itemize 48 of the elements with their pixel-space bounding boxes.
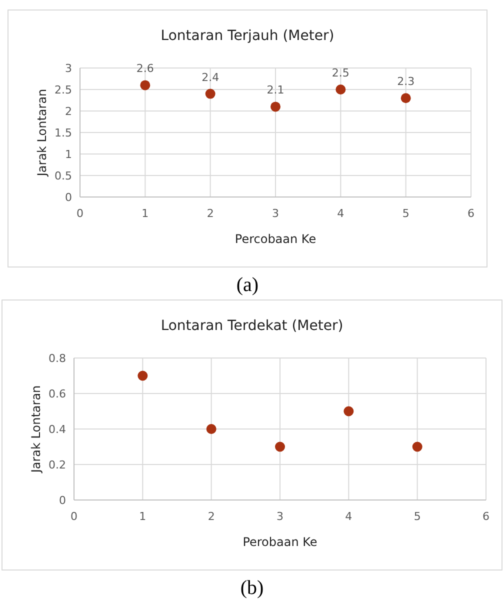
y-tick-label: 2.5 <box>54 84 72 96</box>
x-tick-label: 6 <box>468 207 474 220</box>
text: (b) <box>240 577 264 599</box>
x-tick-label: 6 <box>482 510 490 523</box>
x-tick-label: 1 <box>139 510 146 523</box>
point <box>270 102 280 112</box>
y-tick-label: 0.4 <box>48 423 66 436</box>
y-tick-label: 0.8 <box>48 352 66 365</box>
x-tick-label: 2 <box>206 207 214 220</box>
point <box>275 442 285 452</box>
x-tick-label: 1 <box>142 207 149 220</box>
point <box>344 406 354 416</box>
y-tick-label: 0.5 <box>54 170 72 182</box>
point <box>205 88 216 99</box>
x-tick-label: 5 <box>414 510 421 523</box>
chart-title: Lontaran Terjauh (Meter) <box>160 28 334 44</box>
data-label: 2.6 <box>136 62 154 76</box>
data-label: 2.3 <box>397 75 415 88</box>
x-axis-title: Perobaan Ke <box>242 535 318 549</box>
data-label: 2.5 <box>332 66 350 80</box>
y-tick-label: 1.5 <box>54 126 72 140</box>
x-tick-label: 5 <box>402 207 410 220</box>
x-axis-title: Percobaan Ke <box>234 232 316 246</box>
y-tick-label: 1 <box>65 148 72 161</box>
point <box>140 80 150 90</box>
text: (a) <box>236 274 259 296</box>
x-tick-label: 3 <box>272 207 279 220</box>
point <box>400 93 411 104</box>
x-tick-label: 4 <box>337 207 344 220</box>
chart-title: Lontaran Terdekat (Meter) <box>160 318 344 334</box>
y-tick-label: 2 <box>65 105 72 118</box>
x-tick-label: 0 <box>76 207 84 220</box>
data-label: 2.1 <box>266 84 284 97</box>
point <box>138 370 148 381</box>
data-label: 2.4 <box>202 70 220 84</box>
y-tick-label: 0 <box>65 191 72 204</box>
x-tick-label: 3 <box>276 510 284 523</box>
y-axis-title: Jarak Lontaran <box>29 385 43 474</box>
y-tick-label: 0 <box>59 494 66 507</box>
y-tick-label: 0.6 <box>48 388 66 400</box>
x-tick-label: 4 <box>345 510 352 523</box>
x-tick-label: 2 <box>208 510 215 523</box>
y-tick-label: 0.2 <box>48 458 66 472</box>
point <box>412 442 422 452</box>
y-axis-title: Jarak Lontaran <box>35 88 49 178</box>
point <box>206 424 216 434</box>
point <box>336 84 346 94</box>
y-tick-label: 3 <box>65 62 72 75</box>
